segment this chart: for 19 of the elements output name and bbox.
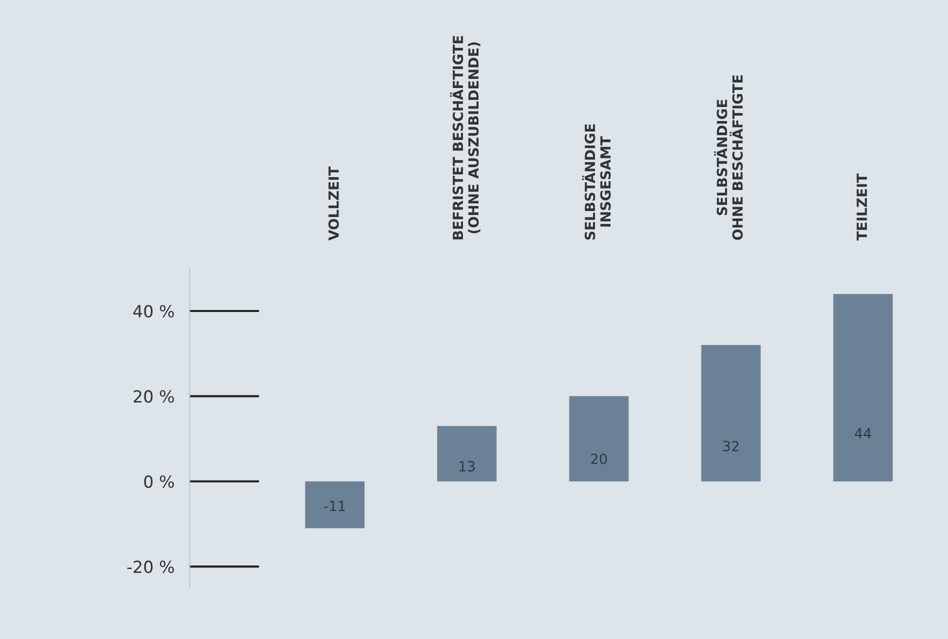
y-tick-label: -20 %: [127, 560, 174, 574]
y-tick-label: 0 %: [144, 475, 174, 488]
x-tick-label: VOLLZEIT: [328, 166, 339, 241]
x-tick-label: SELBSTÄNDIGE OHNE BESCHÄFTIGTE: [714, 75, 743, 240]
y-tick-label: 40 %: [133, 304, 174, 318]
bar: [701, 345, 761, 482]
y-tick-label: 20 %: [134, 390, 174, 403]
data-label: 44: [854, 428, 872, 438]
bar: [833, 294, 893, 482]
data-label: 13: [460, 461, 475, 472]
bar: [437, 426, 497, 482]
x-tick-label: TEILZEIT: [856, 174, 867, 241]
x-tick-label: BEFRISTET BESCHÄFTIGTE (OHNE AUSZUBILDENDE): [450, 36, 480, 240]
x-tick-label: SELBSTÄNDIGE INSGESAMT: [582, 124, 611, 240]
data-label: 20: [591, 454, 607, 464]
bar: [305, 481, 365, 528]
data-label: -11: [324, 500, 345, 511]
bar: [569, 396, 629, 482]
data-label: 32: [723, 440, 738, 452]
